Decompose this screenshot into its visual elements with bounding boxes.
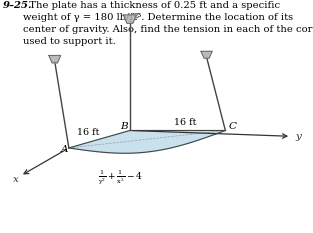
Polygon shape (49, 55, 61, 63)
Text: 16 ft: 16 ft (78, 127, 100, 137)
Polygon shape (69, 130, 225, 153)
Text: $\mathregular{\frac{1}{y^{2}}+\frac{1}{x^{2}}-4}$: $\mathregular{\frac{1}{y^{2}}+\frac{1}{x… (98, 169, 143, 187)
Polygon shape (123, 15, 136, 23)
Text: The plate has a thickness of 0.25 ft and a specific
weight of γ = 180 lb/ft³. De: The plate has a thickness of 0.25 ft and… (23, 1, 313, 46)
Text: 16 ft: 16 ft (175, 118, 197, 127)
Text: z: z (133, 11, 139, 20)
Text: 9–25.: 9–25. (3, 1, 33, 10)
Text: B: B (121, 123, 128, 131)
Text: C: C (228, 123, 237, 131)
Text: y: y (296, 132, 302, 141)
Text: A: A (61, 145, 69, 154)
Text: x: x (13, 175, 18, 184)
Polygon shape (201, 51, 212, 58)
